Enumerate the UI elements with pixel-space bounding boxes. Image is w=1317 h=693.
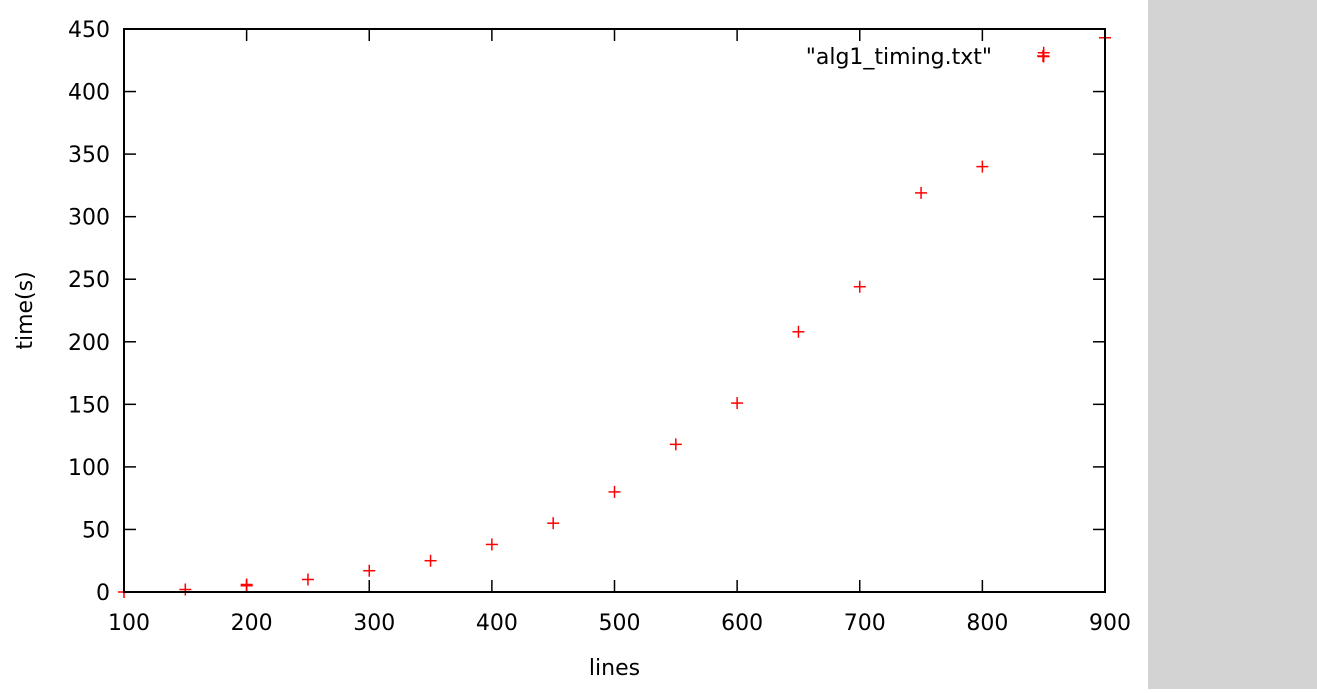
side-panel [1148, 0, 1317, 689]
data-point [976, 160, 989, 173]
y-tick-label: 350 [68, 143, 110, 168]
data-point [301, 573, 314, 586]
y-tick-label: 0 [96, 581, 110, 606]
data-point [547, 517, 560, 530]
legend: "alg1_timing.txt" [806, 45, 1049, 70]
x-axis-label: lines [589, 656, 640, 681]
data-point [669, 438, 682, 451]
chart-area: 100 200 300 400 500 600 700 800 900 0 50 100 150 200 2… [13, 18, 1131, 681]
data-point [485, 538, 498, 551]
points-layer [118, 31, 1111, 598]
x-tick-label: 500 [599, 611, 641, 636]
x-tick-label: 300 [353, 611, 395, 636]
y-tick-label: 300 [68, 206, 110, 231]
data-point [853, 280, 866, 293]
data-point [608, 485, 621, 498]
y-tick-label: 150 [68, 393, 110, 418]
plot-frame [123, 28, 1106, 593]
legend-marker-symbol [1037, 50, 1049, 62]
y-tick-label: 250 [68, 268, 110, 293]
x-tick-label: 900 [1089, 611, 1131, 636]
x-tick-label: 700 [844, 611, 886, 636]
y-tick-label: 100 [68, 456, 110, 481]
data-point [915, 186, 928, 199]
ticks-layer [123, 28, 1106, 593]
data-point [731, 397, 744, 410]
data-point [179, 583, 192, 596]
y-tick-label: 200 [68, 331, 110, 356]
labels-layer: 100 200 300 400 500 600 700 800 900 0 50 100 150 200 2… [68, 18, 1131, 636]
x-tick-label: 600 [721, 611, 763, 636]
y-axis-label: time(s) [13, 271, 38, 349]
data-point [240, 578, 253, 591]
x-tick-label: 100 [108, 611, 150, 636]
y-tick-label: 50 [82, 518, 110, 543]
x-tick-label: 800 [966, 611, 1008, 636]
scatter-chart: 100 200 300 400 500 600 700 800 900 0 50 100 150 200 2… [13, 18, 1131, 681]
data-point [424, 554, 437, 567]
data-point [792, 325, 805, 338]
y-tick-label: 400 [68, 81, 110, 106]
data-point [363, 564, 376, 577]
x-tick-label: 200 [231, 611, 273, 636]
legend-entry-marker [1037, 50, 1049, 62]
legend-entry-label: "alg1_timing.txt" [806, 45, 992, 70]
y-tick-label: 450 [68, 18, 110, 43]
x-tick-label: 400 [476, 611, 518, 636]
